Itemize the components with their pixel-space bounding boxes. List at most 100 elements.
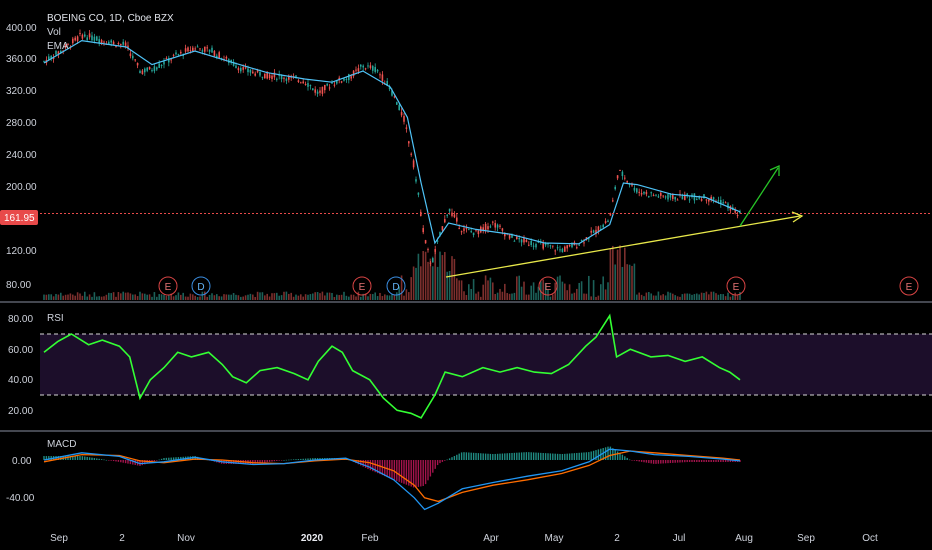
volume-bar — [156, 296, 158, 300]
macd-histogram-bar — [453, 455, 456, 460]
macd-histogram-bar — [674, 460, 676, 463]
candle-body — [244, 67, 247, 69]
volume-bar — [216, 294, 218, 300]
candle-body — [657, 196, 660, 198]
volume-bar — [345, 295, 348, 300]
volume-bar — [367, 296, 369, 300]
dividend-marker[interactable]: D — [191, 276, 211, 296]
volume-bar — [64, 294, 67, 300]
macd-histogram-bar — [112, 460, 115, 462]
volume-bar — [655, 295, 657, 300]
volume-bar — [163, 294, 165, 300]
macd-histogram-bar — [170, 457, 172, 460]
volume-bar — [439, 251, 441, 300]
earnings-marker[interactable]: E — [899, 276, 919, 296]
earnings-marker[interactable]: E — [158, 276, 178, 296]
macd-histogram-bar — [537, 452, 540, 460]
svg-text:D: D — [197, 282, 204, 293]
earnings-marker[interactable]: E — [538, 276, 558, 296]
candle-body — [199, 48, 201, 50]
volume-bar — [571, 293, 573, 300]
rsi-line — [43, 313, 741, 419]
candle-body — [624, 177, 626, 179]
volume-bar — [96, 296, 98, 300]
candle-body — [388, 86, 391, 90]
candle-body — [499, 225, 501, 227]
earnings-marker[interactable]: E — [726, 276, 746, 296]
ema-legend[interactable]: EMA — [47, 41, 69, 52]
earnings-marker[interactable]: E — [352, 276, 372, 296]
macd-legend[interactable]: MACD — [47, 439, 76, 450]
volume-bar — [427, 261, 429, 300]
macd-histogram-bar — [252, 460, 254, 464]
macd-histogram-bar — [93, 458, 96, 460]
breakout-arrow[interactable] — [739, 167, 779, 227]
macd-histogram-bar — [72, 456, 74, 460]
volume-bar — [312, 293, 314, 300]
macd-histogram-bar — [580, 452, 583, 460]
macd-histogram-bar — [45, 456, 48, 460]
candle-body — [98, 39, 100, 43]
candle-body — [352, 70, 355, 77]
macd-histogram-bar — [129, 460, 132, 465]
volume-bar — [297, 295, 300, 300]
macd-histogram-bar — [686, 460, 688, 463]
volume-bar — [84, 291, 86, 300]
support-trendline[interactable] — [445, 215, 801, 278]
volume-bar — [316, 292, 319, 300]
candle-body — [626, 180, 628, 183]
macd-histogram-bar — [477, 453, 480, 460]
candle-body — [331, 82, 333, 84]
candle-body — [297, 80, 300, 82]
candle-body — [448, 208, 451, 212]
volume-bar — [727, 292, 729, 300]
candle-body — [81, 34, 84, 39]
volume-bar — [57, 294, 60, 300]
macd-histogram-bar — [441, 460, 444, 462]
macd-histogram-bar — [530, 452, 532, 460]
volume-bar — [110, 293, 112, 300]
macd-histogram-bar — [722, 460, 724, 462]
macd-histogram-bar — [463, 452, 465, 460]
candle-body — [484, 223, 487, 231]
macd-histogram-bar — [489, 453, 492, 460]
macd-histogram-bar — [314, 458, 316, 460]
candle-body — [360, 64, 362, 67]
macd-histogram-bar — [410, 460, 412, 487]
volume-bar — [204, 291, 206, 300]
candle-body — [511, 234, 513, 238]
vol-legend[interactable]: Vol — [47, 27, 61, 38]
rsi-legend[interactable]: RSI — [47, 313, 64, 324]
candle-body — [472, 232, 475, 236]
volume-bar — [496, 292, 499, 300]
candle-body — [170, 59, 172, 61]
volume-bar — [151, 296, 153, 300]
macd-histogram-bar — [542, 452, 544, 460]
symbol-legend[interactable]: BOEING CO, 1D, Cboe BZX — [47, 13, 174, 24]
volume-bar — [244, 295, 247, 300]
macd-histogram-bar — [535, 452, 537, 460]
macd-histogram-bar — [448, 458, 451, 460]
candle-body — [628, 183, 631, 185]
candle-body — [194, 48, 196, 50]
volume-bar — [398, 286, 400, 300]
macd-histogram-bar — [727, 460, 729, 462]
macd-histogram-bar — [374, 460, 376, 473]
candle-body — [405, 127, 408, 129]
macd-histogram-bar — [196, 456, 199, 460]
volume-bar — [199, 296, 201, 300]
candle-body — [184, 48, 187, 52]
candle-body — [736, 215, 739, 217]
candle-body — [398, 105, 400, 111]
volume-bar — [60, 292, 62, 300]
volume-bar — [468, 284, 470, 300]
volume-bar — [304, 294, 307, 300]
volume-bar — [669, 292, 672, 300]
dividend-marker[interactable]: D — [386, 276, 406, 296]
candle-body — [393, 96, 396, 98]
candle-body — [139, 70, 141, 74]
volume-bar — [182, 292, 184, 300]
macd-histogram-bar — [86, 456, 88, 460]
breakout-arrowhead — [769, 164, 780, 176]
